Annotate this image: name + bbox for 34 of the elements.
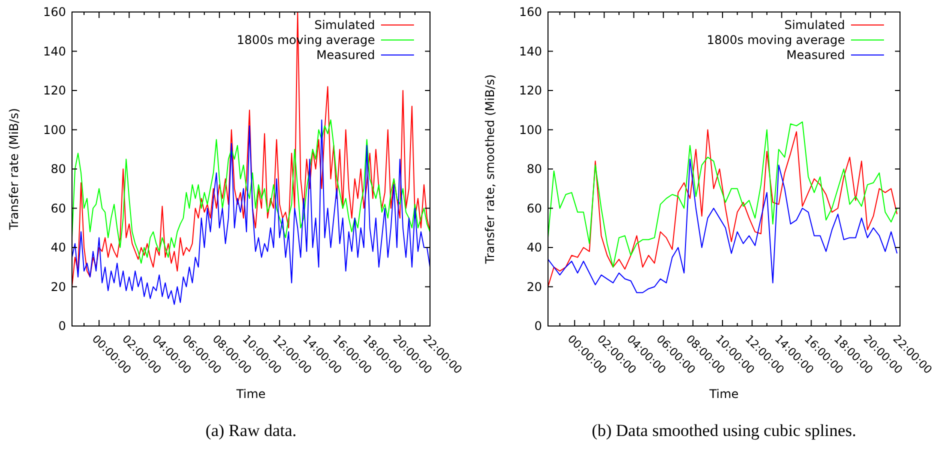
y-tick-label: 40 bbox=[526, 240, 542, 255]
y-tick-label: 160 bbox=[519, 5, 542, 20]
line-series bbox=[548, 158, 898, 294]
y-tick-label: 140 bbox=[519, 44, 542, 58]
y-tick-label: 120 bbox=[519, 84, 542, 98]
legend-label: Measured bbox=[786, 48, 845, 62]
y-tick-label: 100 bbox=[519, 122, 542, 137]
x-axis-title: Time bbox=[235, 387, 266, 401]
y-tick-label: 140 bbox=[43, 44, 66, 58]
line-series bbox=[72, 119, 430, 264]
line-series bbox=[548, 121, 898, 268]
y-tick-label: 160 bbox=[43, 5, 66, 20]
legend-label: Measured bbox=[316, 48, 375, 62]
y-tick-label: 80 bbox=[50, 162, 66, 176]
y-tick-label: 0 bbox=[58, 319, 66, 334]
line-series bbox=[72, 119, 430, 305]
y-axis-title: Transfer rate, smoothed (MiB/s) bbox=[483, 74, 497, 265]
y-tick-label: 20 bbox=[50, 280, 66, 294]
y-tick-label: 0 bbox=[534, 319, 542, 334]
y-axis-title: Transfer rate (MiB/s) bbox=[7, 108, 21, 231]
y-tick-label: 120 bbox=[43, 84, 66, 98]
y-tick-label: 20 bbox=[526, 280, 542, 294]
x-axis-title: Time bbox=[708, 387, 739, 401]
legend-label: Simulated bbox=[784, 18, 845, 32]
line-series bbox=[548, 129, 898, 288]
legend-label: 1800s moving average bbox=[706, 33, 845, 48]
legend-label: Simulated bbox=[314, 18, 375, 32]
text: (b) Data smoothed using cubic splines. bbox=[592, 421, 856, 440]
y-tick-label: 60 bbox=[50, 201, 66, 216]
y-tick-label: 80 bbox=[526, 162, 542, 176]
text: (a) Raw data. bbox=[205, 421, 297, 440]
y-tick-label: 100 bbox=[43, 122, 66, 137]
y-tick-label: 60 bbox=[526, 201, 542, 216]
y-tick-label: 40 bbox=[50, 240, 66, 255]
